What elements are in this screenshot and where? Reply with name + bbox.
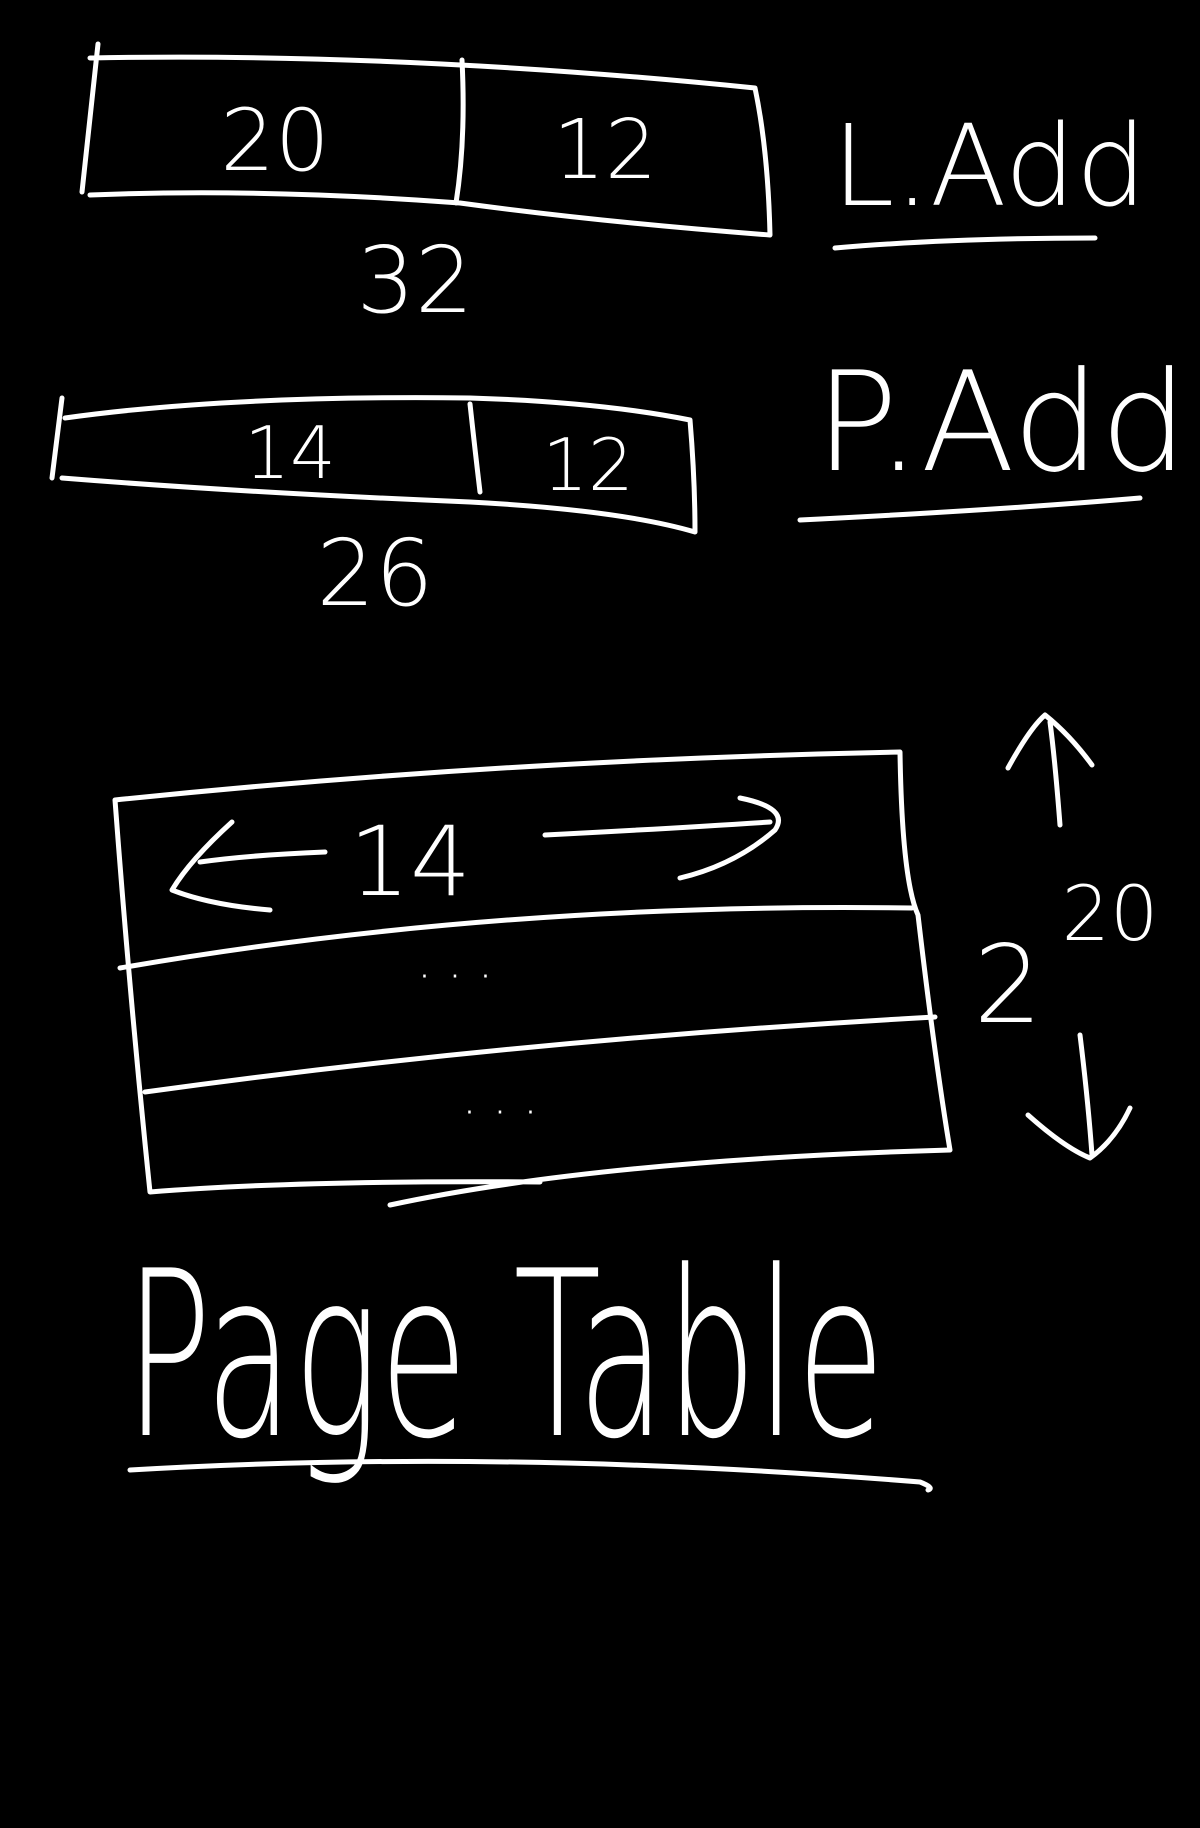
logical-page-number-field: 20 — [220, 91, 329, 191]
physical-address-bits: 26 — [316, 520, 433, 627]
physical-offset-field: 12 — [542, 423, 634, 507]
logical-address-label: L.Add — [832, 102, 1147, 232]
page-table-row-placeholder: · · · — [462, 1084, 538, 1140]
logical-address-group: 20 12 32 L.Add — [79, 41, 1147, 334]
page-table-entry-width: 14 — [349, 806, 471, 918]
physical-address-group: 14 12 26 P.Add — [49, 342, 1188, 627]
page-table-row-divider-1 — [117, 905, 915, 971]
physical-address-box — [49, 395, 698, 535]
arrow-up-icon — [1005, 712, 1095, 828]
logical-address-box — [79, 41, 773, 238]
page-table-row-placeholder: · · · — [417, 948, 493, 1004]
logical-address-label-underline — [832, 235, 1098, 251]
logical-address-bits: 32 — [356, 227, 473, 334]
page-table-box — [112, 749, 953, 1208]
physical-address-label: P.Add — [815, 342, 1188, 503]
logical-offset-field: 12 — [553, 103, 657, 198]
page-table-label: Page Table — [125, 1223, 885, 1490]
arrow-left-icon — [169, 819, 328, 913]
arrow-down-icon — [1025, 1032, 1133, 1161]
page-table-label-group: Page Table — [125, 1223, 933, 1493]
arrow-right-icon — [542, 795, 781, 881]
page-table-entries-base: 2 — [974, 923, 1043, 1048]
physical-frame-number-field: 14 — [244, 411, 336, 495]
page-table-group: 14 · · · · · · 2 20 — [112, 712, 1159, 1208]
page-table-label-underline — [127, 1458, 933, 1493]
page-table-row-divider-2 — [142, 1014, 938, 1095]
page-table-entries-exponent: 20 — [1062, 869, 1159, 958]
physical-address-label-underline — [797, 495, 1143, 523]
